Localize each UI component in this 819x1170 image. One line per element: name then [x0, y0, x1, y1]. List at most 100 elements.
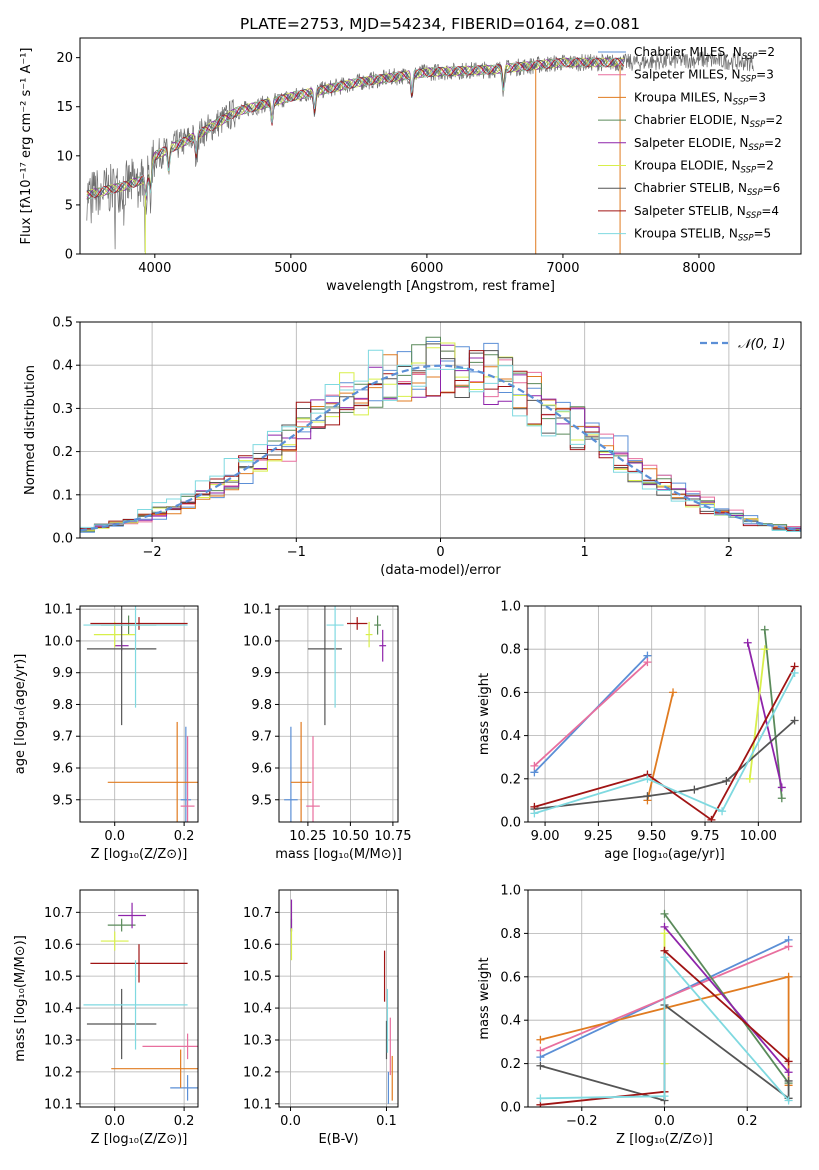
y-tick-label: 10 [56, 149, 73, 164]
x-tick-label: −2 [143, 545, 162, 560]
plot-area [530, 625, 799, 822]
x-tick-label: −0.2 [566, 1114, 598, 1129]
plot-area [536, 909, 793, 1107]
x-axis-label: age [log₁₀(age/yr)] [604, 847, 725, 862]
plot-area [83, 606, 198, 822]
y-tick-label: 10.0 [44, 634, 73, 649]
y-tick-label: 10.3 [44, 1033, 73, 1048]
y-tick-label: 0.8 [500, 927, 521, 942]
weight-point-marker [660, 1092, 669, 1101]
y-tick-label: 0.0 [500, 816, 521, 831]
x-tick-label: 9.50 [637, 829, 666, 844]
weight-series-line [540, 954, 790, 1102]
y-tick-label: 0.5 [52, 316, 73, 331]
y-tick-label: 0 [65, 248, 73, 263]
axes-spectrum: 4000 5000 6000 7000 8000 0 5 10 15 20 wavelength [… [19, 37, 802, 294]
axes-frame [79, 605, 199, 823]
y-axis-label: mass [log₁₀(M/M⊙)] [13, 935, 28, 1062]
axes-frame [79, 37, 802, 255]
axes-residuals: −2 −1 0 1 2 0.0 0.1 0.2 0.3 0.4 0.5 (data-model)/er… [23, 316, 802, 578]
x-tick-label: −1 [287, 545, 306, 560]
weight-series-line [646, 692, 674, 801]
weight-point-marker [536, 1061, 545, 1070]
y-tick-label: 0.0 [52, 532, 73, 547]
axes-age_vs_mass: 10.25 10.50 10.75 9.5 9.6 9.7 9.8 9.9 10.0 10.1 ma… [243, 603, 411, 862]
weight-point-marker [643, 774, 652, 783]
weight-point-marker [784, 1068, 793, 1077]
spectrum-legend: Chabrier MILES, NSSP=2 Salpeter MILES, NS… [598, 45, 783, 244]
x-axis-label: Z [log₁₀(Z/Z⊙)] [616, 1132, 713, 1147]
y-tick-label: 0.2 [500, 772, 521, 787]
figure-title: PLATE=2753, MJD=54234, FIBERID=0164, z=0… [240, 15, 640, 33]
y-tick-label: 0.4 [500, 729, 521, 744]
y-tick-label: 0.4 [52, 359, 73, 374]
x-tick-label: 9.75 [691, 829, 720, 844]
weight-point-marker [784, 942, 793, 951]
axes-frame [79, 889, 199, 1108]
y-tick-label: 9.8 [251, 698, 272, 713]
axes-age_vs_Z: 0.0 0.2 9.5 9.6 9.7 9.8 9.9 10.0 10.1 Z [log₁₀(Z/… [13, 603, 199, 862]
x-axis-label: (data-model)/error [380, 563, 501, 578]
y-axis-label: age [log₁₀(age/yr)] [13, 654, 28, 775]
histogram-steps [80, 349, 801, 533]
y-tick-label: 9.5 [52, 793, 73, 808]
y-tick-label: 10.1 [44, 1097, 73, 1112]
observed-spectrum-line [86, 51, 754, 253]
plot-area [284, 606, 387, 822]
weight-point-marker [745, 774, 754, 783]
axes-frame [278, 605, 399, 823]
x-axis-label: wavelength [Angstrom, rest frame] [326, 279, 555, 294]
axes-weight_vs_Z: −0.2 0.0 0.2 0.0 0.2 0.4 0.6 0.8 1.0 Z [log₁₀(Z/Z… [477, 884, 802, 1147]
y-tick-label: 9.6 [251, 762, 272, 777]
y-tick-label: 10.6 [44, 938, 73, 953]
weight-point-marker [777, 794, 786, 803]
y-tick-label: 0.2 [500, 1057, 521, 1072]
x-tick-label: 1 [581, 545, 589, 560]
y-tick-label: 10.1 [243, 1097, 272, 1112]
x-tick-label: 0.2 [737, 1114, 758, 1129]
model-spectrum-line [86, 57, 625, 199]
model-spectrum-line [86, 57, 625, 198]
weight-point-marker [536, 1094, 545, 1103]
weight-point-marker [784, 1076, 793, 1085]
axes-frame [278, 889, 399, 1108]
weight-point-marker [790, 668, 799, 677]
x-tick-label: 9.00 [531, 829, 560, 844]
x-tick-label: 0.2 [174, 1114, 195, 1129]
y-tick-label: 9.7 [52, 730, 73, 745]
axes-mass_vs_ebv: 0.0 0.1 10.1 10.2 10.3 10.4 10.5 10.6 10.7 E(B-V) [243, 889, 399, 1147]
y-tick-label: 9.7 [251, 730, 272, 745]
weight-point-marker [784, 972, 793, 981]
legend-entry: Kroupa MILES, NSSP=3 [634, 90, 766, 107]
weight-point-marker [669, 688, 678, 697]
y-tick-label: 0.8 [500, 643, 521, 658]
histogram-steps [80, 343, 801, 532]
y-tick-label: 10.1 [243, 603, 272, 618]
x-tick-label: 0.2 [174, 829, 195, 844]
legend-entry: Salpeter ELODIE, NSSP=2 [634, 136, 782, 153]
y-tick-label: 0.3 [52, 402, 73, 417]
y-tick-label: 9.8 [52, 698, 73, 713]
y-tick-label: 10.0 [243, 634, 272, 649]
weight-point-marker [784, 1096, 793, 1105]
legend-entry: Kroupa ELODIE, NSSP=2 [634, 159, 774, 176]
weight-point-marker [530, 809, 539, 818]
y-tick-label: 10.4 [243, 1002, 272, 1017]
x-tick-label: 7000 [546, 261, 579, 276]
x-tick-label: 8000 [682, 261, 715, 276]
y-tick-label: 10.4 [44, 1002, 73, 1017]
weight-point-marker [718, 807, 727, 816]
y-tick-label: 9.9 [251, 666, 272, 681]
y-tick-label: 9.6 [52, 762, 73, 777]
plot-area [86, 51, 754, 254]
y-tick-label: 1.0 [500, 600, 521, 615]
weight-point-marker [643, 658, 652, 667]
x-tick-label: 6000 [410, 261, 443, 276]
y-tick-label: 5 [65, 198, 73, 213]
y-tick-label: 0.4 [500, 1014, 521, 1029]
y-tick-label: 0.1 [52, 488, 73, 503]
plot-area [83, 902, 198, 1101]
y-axis-label: mass weight [477, 673, 492, 755]
